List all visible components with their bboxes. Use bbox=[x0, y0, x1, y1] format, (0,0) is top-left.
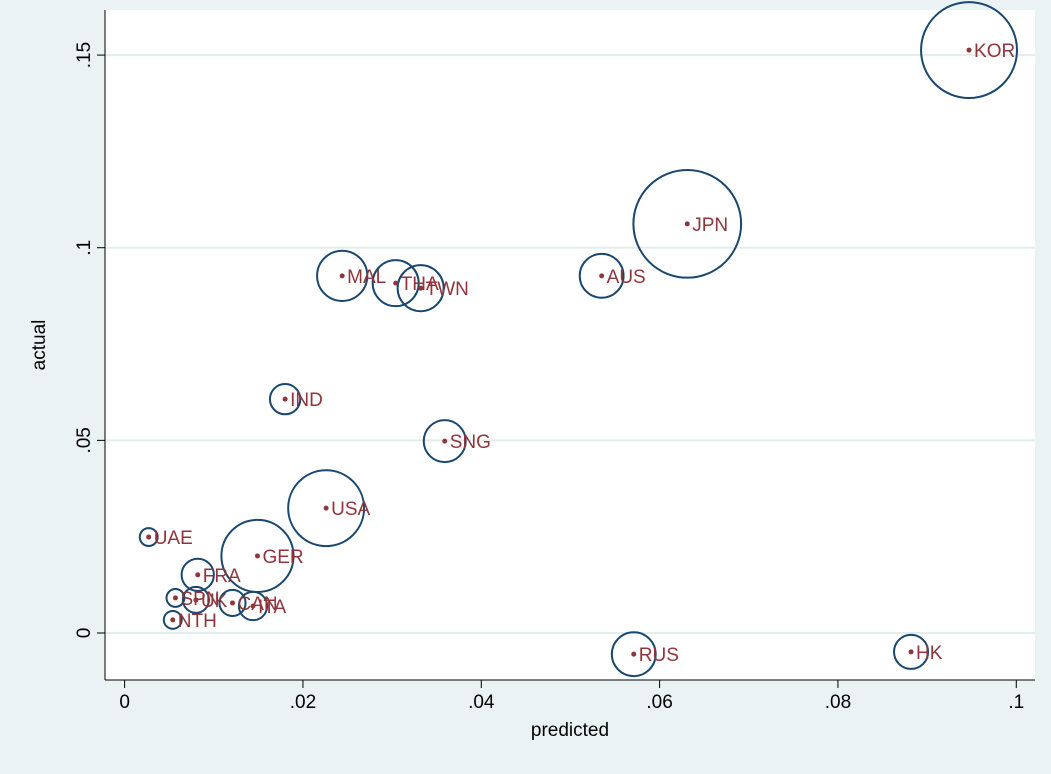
bubble bbox=[578, 252, 625, 299]
point bbox=[631, 651, 637, 657]
bubble bbox=[180, 557, 215, 592]
point bbox=[966, 47, 972, 53]
bubble bbox=[165, 587, 186, 608]
bubble bbox=[371, 259, 420, 308]
bubble bbox=[893, 633, 930, 670]
bubble bbox=[396, 264, 445, 313]
point-label: FRA bbox=[203, 566, 241, 587]
point-label: UK bbox=[201, 591, 228, 612]
bubble bbox=[632, 168, 743, 279]
x-tick-label: .06 bbox=[646, 692, 672, 713]
point-label: SPN bbox=[180, 589, 219, 610]
point bbox=[230, 600, 236, 606]
y-tick-label: 0 bbox=[74, 628, 95, 639]
y-tick-label: .15 bbox=[74, 42, 95, 68]
bubble bbox=[422, 419, 467, 464]
point bbox=[282, 396, 288, 402]
x-tick-label: .02 bbox=[290, 692, 316, 713]
point bbox=[170, 617, 176, 623]
x-axis-title: predicted bbox=[531, 720, 609, 741]
x-tick-label: .04 bbox=[468, 692, 495, 713]
point-label: TWN bbox=[426, 279, 469, 300]
plot-area bbox=[105, 10, 1035, 680]
point bbox=[908, 649, 914, 655]
point bbox=[339, 273, 345, 279]
point bbox=[146, 534, 152, 540]
y-axis-title: actual bbox=[29, 320, 50, 371]
point-label: AUS bbox=[607, 267, 646, 288]
bubble bbox=[316, 249, 369, 302]
point-label: GER bbox=[262, 547, 303, 568]
bubble bbox=[287, 469, 366, 548]
point bbox=[599, 273, 605, 279]
bubble bbox=[237, 590, 269, 622]
point bbox=[323, 505, 329, 511]
bubble bbox=[181, 585, 210, 614]
bubble bbox=[218, 588, 247, 617]
point-label: SNG bbox=[450, 432, 491, 453]
point bbox=[393, 280, 399, 286]
point-label: NTH bbox=[178, 611, 217, 632]
point-label: MAL bbox=[347, 267, 386, 288]
point bbox=[193, 597, 199, 603]
x-tick-label: 0 bbox=[119, 692, 130, 713]
point-label: ITA bbox=[258, 597, 286, 618]
bubble bbox=[920, 1, 1018, 100]
point bbox=[195, 572, 201, 578]
y-tick-label: .1 bbox=[74, 240, 95, 256]
bubble bbox=[268, 382, 302, 416]
point-label: THA bbox=[401, 274, 439, 295]
bubble bbox=[138, 527, 159, 548]
point-label: UAE bbox=[154, 528, 193, 549]
point bbox=[172, 595, 178, 601]
bubble bbox=[610, 631, 657, 678]
point-label: JPN bbox=[692, 215, 728, 236]
x-tick-label: .08 bbox=[825, 692, 851, 713]
point-label: KOR bbox=[974, 41, 1015, 62]
point bbox=[250, 603, 256, 609]
point bbox=[442, 438, 448, 444]
point-label: CAN bbox=[238, 594, 278, 615]
point bbox=[418, 285, 424, 291]
point bbox=[684, 221, 690, 227]
point-label: IND bbox=[290, 390, 323, 411]
bubble bbox=[162, 609, 183, 630]
point-label: RUS bbox=[639, 645, 679, 666]
point bbox=[254, 553, 260, 559]
point-label: HK bbox=[916, 643, 943, 664]
x-tick-label: .1 bbox=[1008, 692, 1024, 713]
point-label: USA bbox=[331, 499, 370, 520]
y-tick-label: .05 bbox=[74, 427, 95, 453]
